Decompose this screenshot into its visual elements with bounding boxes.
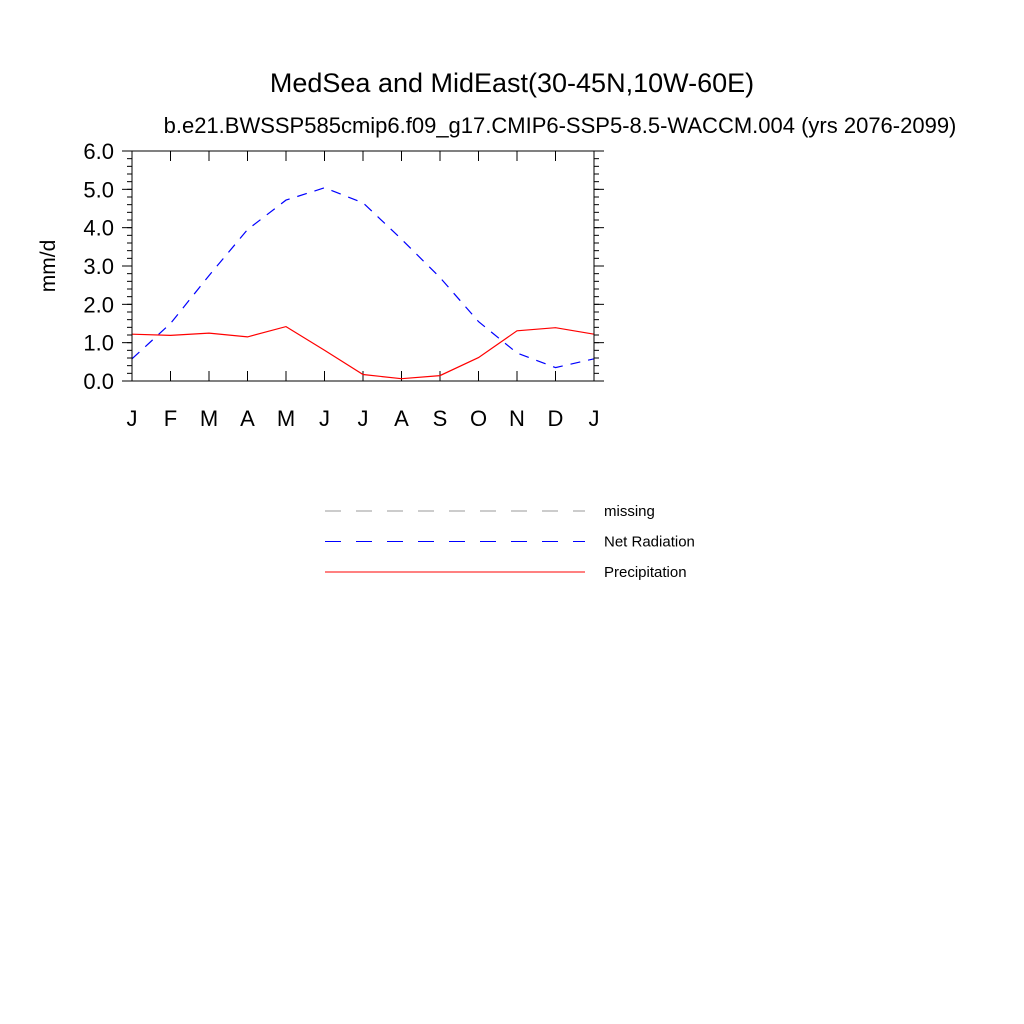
y-tick-label: 3.0 <box>83 254 114 279</box>
x-tick-label: S <box>433 406 448 431</box>
x-tick-label: M <box>200 406 218 431</box>
y-tick-label: 6.0 <box>83 139 114 164</box>
y-tick-label: 2.0 <box>83 292 114 317</box>
y-tick-labels: 0.0 1.0 2.0 3.0 4.0 5.0 6.0 <box>83 139 114 394</box>
x-tick-label: A <box>240 406 255 431</box>
legend: missing Net Radiation Precipitation <box>325 503 695 581</box>
y-tick-label: 1.0 <box>83 331 114 356</box>
y-tick-label: 5.0 <box>83 177 114 202</box>
legend-label: Precipitation <box>604 564 687 581</box>
plot-frame <box>131 150 595 382</box>
x-tick-label: N <box>509 406 525 431</box>
chart-subtitle: b.e21.BWSSP585cmip6.f09_g17.CMIP6-SSP5-8… <box>164 113 957 138</box>
legend-label: Net Radiation <box>604 534 695 551</box>
legend-label: missing <box>604 503 655 520</box>
x-tick-label: A <box>394 406 409 431</box>
axis-ticks <box>122 150 604 382</box>
x-tick-label: J <box>319 406 330 431</box>
y-axis-label: mm/d <box>37 240 60 293</box>
x-tick-label: J <box>127 406 138 431</box>
chart-title: MedSea and MidEast(30-45N,10W-60E) <box>270 68 754 98</box>
x-tick-label: J <box>358 406 369 431</box>
series-line-net-radiation <box>131 187 595 369</box>
x-tick-label: O <box>470 406 487 431</box>
series-line-precipitation <box>131 325 595 380</box>
x-tick-label: J <box>589 406 600 431</box>
x-tick-label: M <box>277 406 295 431</box>
data-lines <box>131 187 595 380</box>
x-tick-label: F <box>164 406 177 431</box>
x-tick-label: D <box>548 406 564 431</box>
y-tick-label: 0.0 <box>83 369 114 394</box>
y-tick-label: 4.0 <box>83 216 114 241</box>
